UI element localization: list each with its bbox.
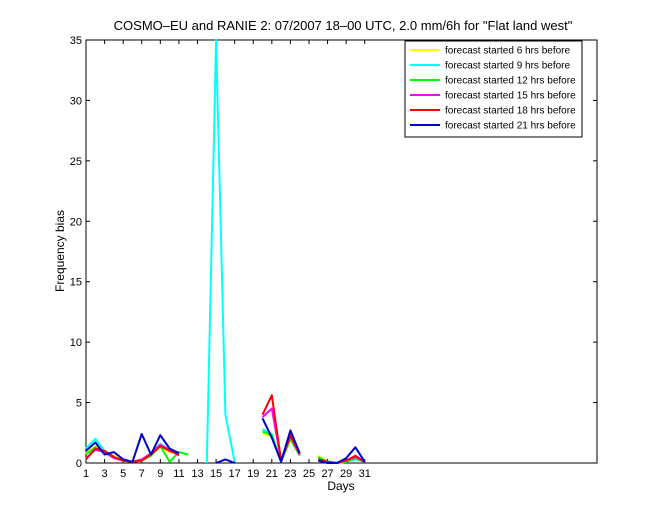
series-line xyxy=(318,454,366,464)
series-line xyxy=(318,446,366,464)
chart-title: COSMO–EU and RANIE 2: 07/2007 18–00 UTC,… xyxy=(114,18,573,33)
x-axis-label: Days xyxy=(327,479,354,493)
x-tick-label: 7 xyxy=(139,468,145,480)
legend-label: forecast started 15 hrs before xyxy=(445,91,576,102)
y-tick-label: 25 xyxy=(70,156,82,168)
x-tick-label: 13 xyxy=(191,468,203,480)
x-tick-label: 11 xyxy=(173,468,184,480)
legend-label: forecast started 12 hrs before xyxy=(445,76,576,87)
x-tick-label: 29 xyxy=(340,468,352,480)
y-tick-label: 35 xyxy=(70,35,82,47)
legend-label: forecast started 9 hrs before xyxy=(445,61,571,72)
x-tick-label: 1 xyxy=(83,468,89,480)
x-tick-label: 31 xyxy=(359,468,371,480)
x-tick-label: 27 xyxy=(321,468,333,480)
y-tick-label: 20 xyxy=(70,216,82,228)
x-tick-label: 17 xyxy=(229,468,241,480)
series-line xyxy=(261,417,301,463)
x-tick-label: 15 xyxy=(210,468,222,480)
axis-ticks: 1 3 5 7 9 11 13 15 17 19 21 23 25 27 29 310510152025303… xyxy=(70,35,597,480)
legend-box xyxy=(404,40,583,138)
legend-label: forecast started 6 hrs before xyxy=(445,46,571,57)
x-tick-label: 5 xyxy=(120,468,126,480)
x-tick-label: 3 xyxy=(102,468,108,480)
x-tick-label: 9 xyxy=(157,468,163,480)
y-tick-label: 0 xyxy=(76,458,82,470)
y-tick-label: 30 xyxy=(70,95,82,107)
legend-label: forecast started 21 hrs before xyxy=(445,121,576,132)
series-lines xyxy=(85,39,366,464)
series-line xyxy=(205,39,236,464)
y-tick-label: 10 xyxy=(70,337,82,349)
series-line xyxy=(215,458,236,464)
x-tick-label: 25 xyxy=(303,468,315,480)
y-tick-label: 15 xyxy=(70,277,82,289)
legend-label: forecast started 18 hrs before xyxy=(445,106,576,117)
legend: forecast started 6 hrs before forecast st… xyxy=(404,40,583,138)
x-tick-label: 23 xyxy=(284,468,296,480)
y-axis-label: Frequency bias xyxy=(53,210,67,292)
x-tick-label: 21 xyxy=(266,468,278,480)
y-tick-label: 5 xyxy=(76,398,82,410)
x-tick-label: 19 xyxy=(247,468,259,480)
series-line xyxy=(85,433,180,463)
